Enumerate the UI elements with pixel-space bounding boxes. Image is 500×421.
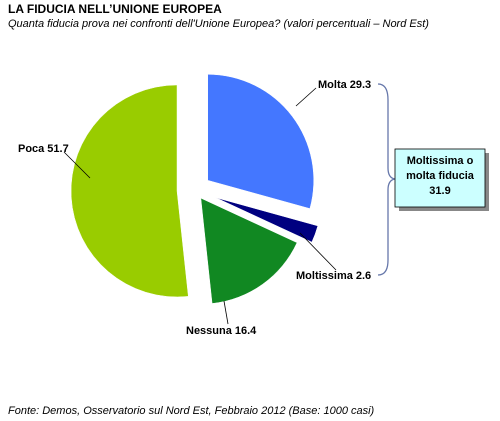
source-note: Fonte: Demos, Osservatorio sul Nord Est,… <box>8 405 375 417</box>
annotation-value: 31.9 <box>429 185 450 197</box>
slice-label: Nessuna 16.4 <box>186 325 257 337</box>
annotation-text: Moltissima o molta fiducia <box>406 155 475 182</box>
label-name: Poca <box>18 143 45 155</box>
leader-line <box>295 87 317 107</box>
leader-line <box>299 232 337 271</box>
slice-label: Molta 29.3 <box>318 79 371 91</box>
label-value: 16.4 <box>235 325 257 337</box>
slice-label: Moltissima 2.6 <box>296 270 371 282</box>
chart-subtitle: Quanta fiducia prova nei confronti dell'… <box>8 18 429 30</box>
pie-slice <box>207 74 314 209</box>
label-name: Molta <box>318 79 348 91</box>
pie-slice <box>215 197 319 243</box>
annotation-box <box>394 148 486 208</box>
slice-label: Poca 51.7 <box>18 143 69 155</box>
leader-line <box>223 300 229 325</box>
pie-slice <box>200 197 298 304</box>
label-value: 29.3 <box>350 79 371 91</box>
leader-line <box>63 151 91 179</box>
chart-title: LA FIDUCIA NELL’UNIONE EUROPEA <box>8 2 222 16</box>
brace <box>377 83 396 276</box>
label-value: 51.7 <box>47 143 68 155</box>
label-name: Moltissima <box>296 270 354 282</box>
label-value: 2.6 <box>356 270 371 282</box>
pie-slice <box>70 84 189 298</box>
label-name: Nessuna <box>186 325 233 337</box>
